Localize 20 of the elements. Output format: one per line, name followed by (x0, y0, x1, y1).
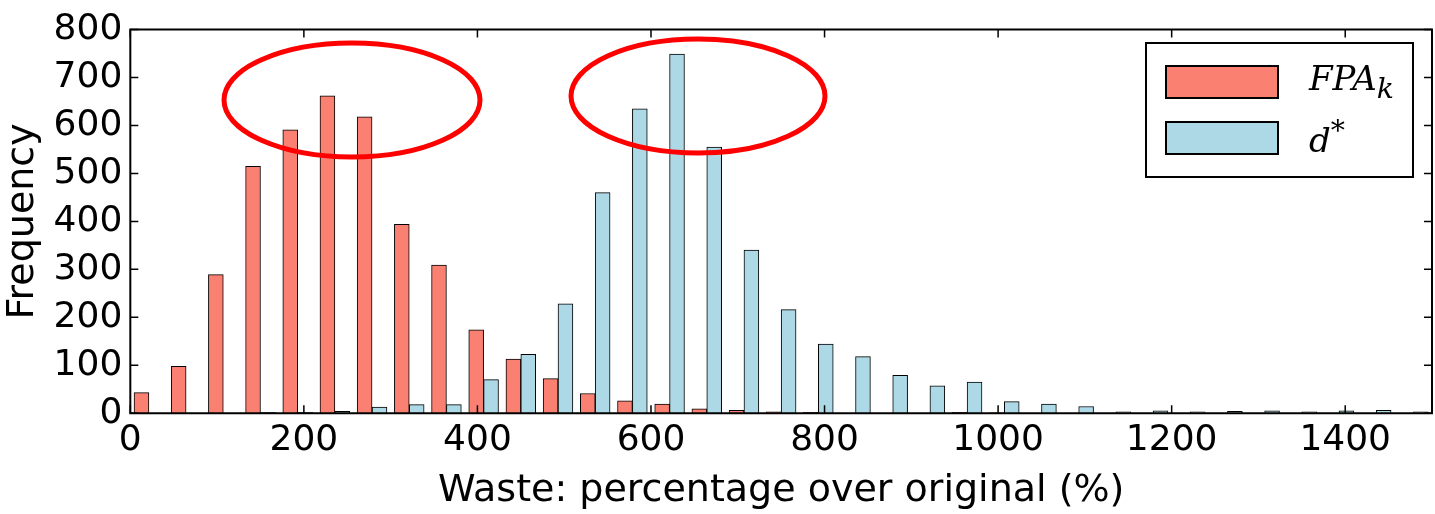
y-tick-label: 600 (53, 101, 123, 143)
x-tick-label: 1000 (952, 417, 1044, 459)
x-tick-label: 1200 (1125, 417, 1218, 459)
x-tick-label: 600 (616, 417, 686, 459)
x-tick-label: 1400 (1299, 417, 1392, 459)
y-tick-label: 300 (53, 245, 123, 287)
y-tick-label: 400 (53, 197, 123, 239)
legend-label: FPA$_{k}$ (1308, 58, 1394, 105)
y-tick-label: 500 (53, 149, 123, 191)
legend-label: d$^{*}$ (1308, 114, 1345, 161)
y-tick-label: 100 (53, 341, 123, 383)
x-tick-label: 200 (269, 417, 339, 459)
y-tick-label: 800 (53, 5, 123, 47)
y-tick-label: 200 (53, 293, 123, 335)
y-axis-title: Frequency (0, 123, 42, 320)
x-axis-title: Waste: percentage over original (%) (437, 466, 1125, 511)
y-tick-label: 700 (53, 53, 123, 95)
x-tick-label: 800 (790, 417, 859, 459)
y-tick-label: 0 (99, 389, 123, 431)
x-tick-label: 400 (443, 417, 512, 459)
